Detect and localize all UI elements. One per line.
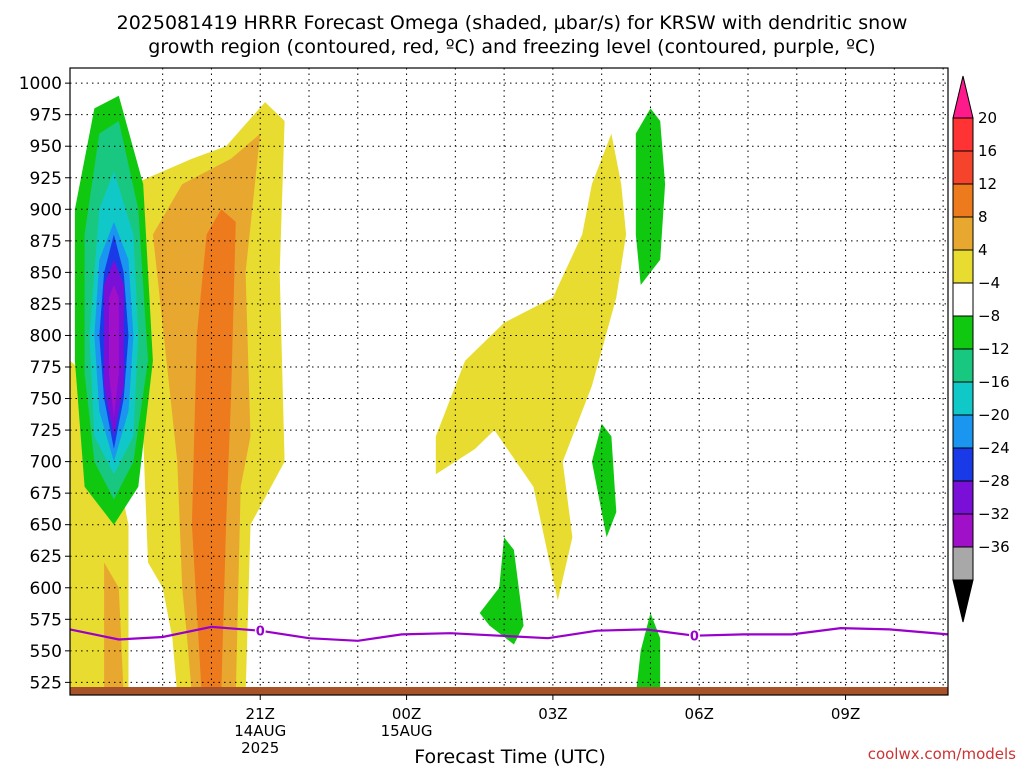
omega-region-6 <box>479 537 524 645</box>
x-tick-label-11: 06Z <box>685 705 714 723</box>
omega-region-1 <box>104 562 124 695</box>
y-tick-label-725: 725 <box>30 421 62 441</box>
colorbar-box-2 <box>952 183 974 218</box>
colorbar-label-6: −8 <box>978 307 1000 325</box>
y-axis: 525 550 575 600 625 650 675 700 725 750 775 800 825 8… <box>19 74 70 693</box>
omega-region-16 <box>109 285 119 418</box>
colorbar-label-4: 4 <box>978 241 988 259</box>
colorbar-box-6 <box>952 315 974 350</box>
y-tick-label-800: 800 <box>30 326 62 346</box>
x-tick-label-2: 21Z <box>246 705 275 723</box>
omega-region-4 <box>191 209 236 695</box>
y-tick-label-925: 925 <box>30 169 62 189</box>
colorbar-label-11: −28 <box>978 472 1010 490</box>
freezing-level-label-1: 0 <box>690 630 699 645</box>
colorbar-box-5 <box>952 282 974 317</box>
x-tick-sub1-2: 14AUG <box>234 722 286 740</box>
y-tick-label-525: 525 <box>30 673 62 693</box>
colorbar-top-arrow <box>952 75 974 119</box>
y-tick-label-975: 975 <box>30 106 62 126</box>
chart-title-line1: 2025081419 HRRR Forecast Omega (shaded, … <box>117 12 908 34</box>
y-tick-label-775: 775 <box>30 358 62 378</box>
x-tick-label-8: 03Z <box>538 705 567 723</box>
colorbar-label-0: 20 <box>978 109 997 127</box>
colorbar-label-7: −12 <box>978 340 1010 358</box>
y-tick-label-1000: 1000 <box>19 74 62 94</box>
y-tick-label-625: 625 <box>30 547 62 567</box>
colorbar-label-12: −32 <box>978 505 1010 523</box>
colorbar-box-12 <box>952 513 974 548</box>
y-tick-label-575: 575 <box>30 610 62 630</box>
omega-shading <box>70 95 666 695</box>
y-tick-label-875: 875 <box>30 232 62 252</box>
x-tick-sub1-5: 15AUG <box>381 722 433 740</box>
surface-layer <box>70 687 948 695</box>
colorbar-label-5: −4 <box>978 274 1000 292</box>
chart-title-line2: growth region (contoured, red, ºC) and f… <box>148 36 875 58</box>
colorbar-box-10 <box>952 447 974 482</box>
colorbar-box-9 <box>952 414 974 449</box>
x-tick-label-5: 00Z <box>392 705 421 723</box>
colorbar-bottom-arrow <box>952 579 974 623</box>
freezing-level-line <box>69 625 949 642</box>
surface-band <box>70 687 948 695</box>
x-tick-label-14: 09Z <box>831 705 860 723</box>
freezing-level-label-0: 0 <box>256 625 265 640</box>
colorbar-box-7 <box>952 348 974 383</box>
y-tick-label-600: 600 <box>30 579 62 599</box>
grid-lines <box>70 68 948 695</box>
omega-region-7 <box>591 423 617 538</box>
y-tick-label-650: 650 <box>30 516 62 536</box>
colorbar-box-4 <box>952 249 974 284</box>
colorbar-label-8: −16 <box>978 373 1010 391</box>
plot-frame <box>69 67 949 696</box>
y-tick-label-900: 900 <box>30 200 62 220</box>
y-tick-label-675: 675 <box>30 484 62 504</box>
colorbar-label-2: 12 <box>978 175 997 193</box>
y-tick-label-850: 850 <box>30 263 62 283</box>
colorbar-label-1: 16 <box>978 142 997 160</box>
x-axis-title: Forecast Time (UTC) <box>414 746 605 768</box>
colorbar-label-3: 8 <box>978 208 988 226</box>
colorbar-box-1 <box>952 150 974 185</box>
omega-region-5 <box>435 133 627 601</box>
colorbar-box-3 <box>952 216 974 251</box>
y-tick-label-700: 700 <box>30 453 62 473</box>
colorbar-box-8 <box>952 381 974 416</box>
colorbar-label-9: −20 <box>978 406 1010 424</box>
colorbar-box-13 <box>952 546 974 581</box>
y-tick-label-825: 825 <box>30 295 62 315</box>
colorbar-box-11 <box>952 480 974 515</box>
credit-link[interactable]: coolwx.com/models <box>868 745 1016 763</box>
y-tick-label-550: 550 <box>30 642 62 662</box>
colorbar: 20 16 12 8 4 −4 −8 −12 −16 −20 −24 −28 −32 −36 <box>952 75 1010 623</box>
omega-region-8 <box>635 613 661 695</box>
y-tick-label-750: 750 <box>30 390 62 410</box>
colorbar-label-13: −36 <box>978 538 1010 556</box>
x-tick-sub2-2: 2025 <box>241 739 279 757</box>
colorbar-box-0 <box>952 117 974 152</box>
colorbar-label-10: −24 <box>978 439 1010 457</box>
y-tick-label-950: 950 <box>30 137 62 157</box>
